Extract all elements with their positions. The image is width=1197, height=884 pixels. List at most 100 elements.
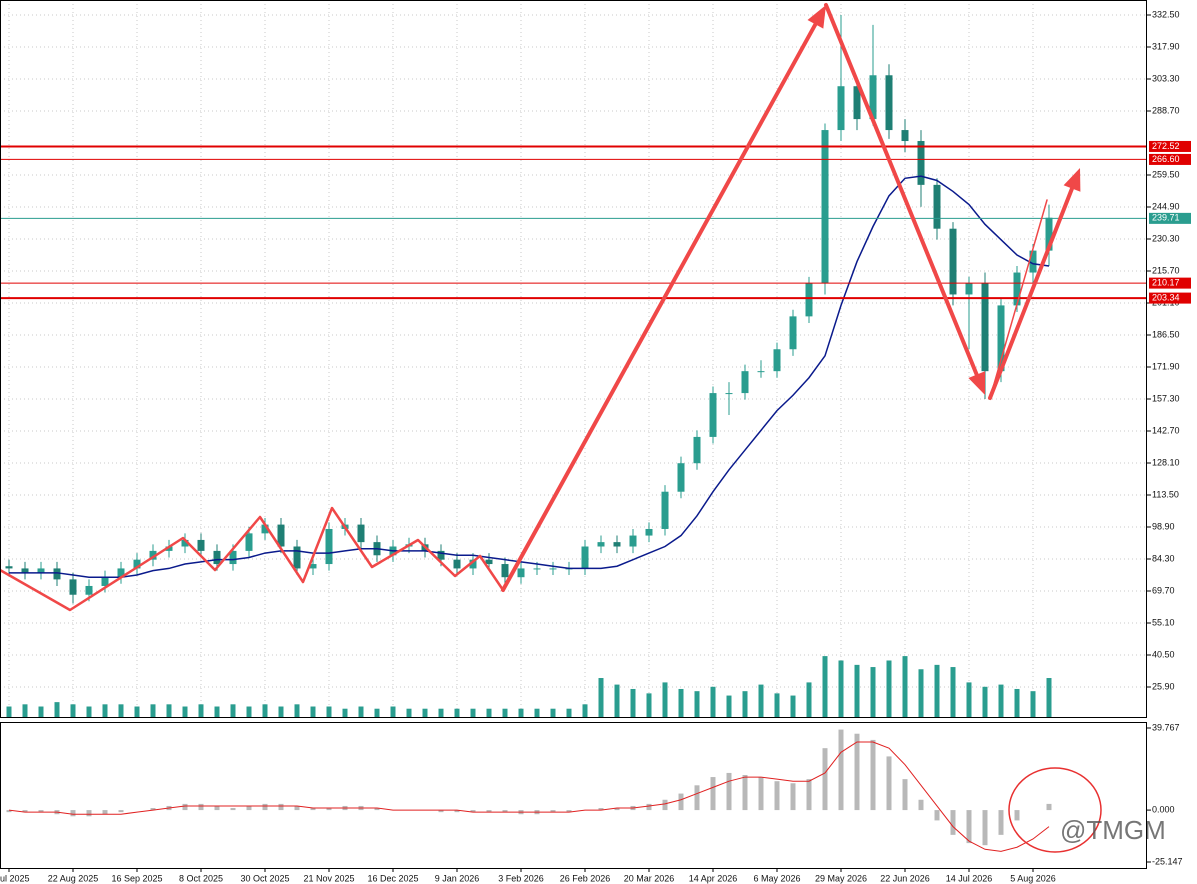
macd-bar [230,808,236,811]
volume-bar [614,684,620,718]
volume-bar [310,706,316,718]
data-layer: 272.52 266.60 239.71 210.17 203.34 [0,14,1191,852]
volume-bar [86,706,92,718]
volume-bar [918,669,924,718]
volume-bar [774,693,780,718]
trend-line [989,199,1048,399]
candle-body [853,86,861,120]
macd-bar [934,810,940,821]
volume-bar [1030,691,1036,718]
macd-bar [454,810,460,813]
macd-bar [1014,810,1020,821]
y-tick-label: 288.70 [1152,105,1180,115]
volume-bar [870,667,876,718]
macd-bar [854,733,860,811]
volume-bar [998,684,1004,718]
x-tick-label: 29 May 2026 [815,873,867,883]
macd-bar [294,805,300,811]
y-tick-label: 259.50 [1152,169,1180,179]
level-label: 272.52 [1152,141,1180,151]
level-label-box [1149,153,1191,165]
x-tick-label: 26 Feb 2026 [560,873,611,883]
macd-bar [918,799,924,811]
volume-bar [534,708,540,718]
volume-bar [950,667,956,718]
candle-body [53,568,61,580]
y-tick-label: 186.50 [1152,329,1180,339]
y-tick-label: 317.90 [1152,41,1180,51]
candle-body [789,316,797,350]
x-tick-label: 14 Jul 2026 [946,873,993,883]
candle-body [21,568,29,573]
macd-bar [502,810,508,813]
y-tick-label: -25.147 [1152,856,1183,866]
volume-bar [982,686,988,718]
macd-bar [726,772,732,811]
volume-bar [278,706,284,718]
macd-bar [262,803,268,811]
candle-body [837,86,845,131]
volume-bar [422,708,428,718]
level-label: 239.71 [1152,213,1180,223]
volume-bar [662,682,668,718]
y-tick-label: 113.50 [1152,489,1179,499]
candle-body [453,559,461,569]
macd-bar [374,808,380,811]
candle-body [485,559,493,565]
x-tick-label: 3 Feb 2026 [498,873,544,883]
y-tick-label: 128.10 [1152,457,1180,467]
watermark: @TMGM [1060,815,1166,845]
x-tick-label: 14 Apr 2026 [689,873,738,883]
volume-bar [102,704,108,718]
candle-body [5,566,13,569]
level-label: 266.60 [1152,154,1180,164]
volume-bar [342,708,348,718]
x-tick-label: ul 2025 [0,873,30,883]
candle-body [677,463,685,492]
level-label: 210.17 [1152,277,1180,287]
candle-body [981,283,989,372]
macd-bar [982,810,988,846]
macd-bar [310,808,316,811]
volume-bar [598,678,604,718]
candle-body [533,568,541,570]
x-tick-label: 6 May 2026 [753,873,800,883]
volume-bar [294,704,300,718]
candle-body [469,559,477,569]
candle-body [1013,272,1021,306]
y-tick-label: 0.000 [1152,804,1175,814]
volume-bar [150,704,156,718]
volume-bar [854,664,860,718]
candle-body [613,542,621,547]
signal-line [8,741,1050,852]
zigzag [0,506,505,612]
macd-bar [646,803,652,811]
volume-bar [390,706,396,718]
volume-bar [54,702,60,718]
volume-bar [758,684,764,718]
y-tick-label: 84.30 [1152,553,1175,563]
candle-body [645,528,653,536]
macd-bar [710,777,716,811]
y-tick-label: 244.90 [1152,201,1180,211]
volume-bar [886,660,892,718]
x-tick-label: 9 Jan 2026 [435,873,480,883]
volume-bar [22,704,28,718]
y-tick-label: 171.90 [1152,361,1180,371]
x-tick-label: 16 Sep 2025 [111,873,162,883]
arrow-head [1063,168,1081,192]
macd-bar [1046,803,1052,811]
volume-bar [214,706,220,718]
macd-bar [470,810,476,813]
candle-body [917,141,925,185]
candle-body [149,550,157,560]
macd-bar [486,810,492,813]
candle-body [117,568,125,578]
volume-bar [38,706,44,718]
volume-bar [502,708,508,718]
volume-bar [934,664,940,718]
volume-bar [1046,678,1052,718]
candle-body [357,524,365,543]
highlight-circle [1008,767,1102,853]
